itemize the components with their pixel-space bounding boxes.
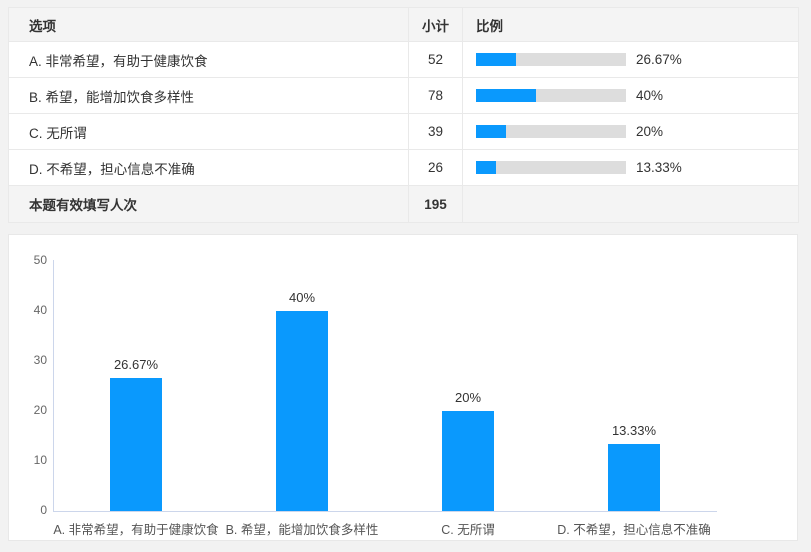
y-axis-tick-label: 40: [33, 303, 47, 317]
ratio-bar-fill: [476, 53, 516, 66]
options-stats-table: 选项 小计 比例 A. 非常希望，有助于健康饮食 52 26.67% B. 希望…: [8, 7, 799, 223]
y-axis-line: [53, 260, 54, 511]
chart-bar: [442, 411, 494, 511]
y-axis-tick-label: 30: [33, 353, 47, 367]
column-header-option: 选项: [8, 7, 409, 42]
option-label: A. 非常希望，有助于健康饮食: [8, 41, 409, 78]
y-axis-tick-label: 50: [33, 253, 47, 267]
column-header-count: 小计: [408, 7, 463, 42]
bar-value-label: 20%: [454, 390, 482, 405]
option-label: D. 不希望，担心信息不准确: [8, 149, 409, 186]
bar-chart-panel: 50 40 30 20 10 0 26.67% 40% 20% 13.33% A…: [8, 234, 798, 541]
ratio-bar-fill: [476, 89, 536, 102]
table-row: C. 无所谓 39 20%: [8, 113, 799, 150]
footer-empty-cell: [462, 185, 799, 223]
chart-bar: [276, 311, 328, 511]
y-axis-tick-label: 10: [33, 453, 47, 467]
option-count: 78: [408, 77, 463, 114]
chart-bar: [608, 444, 660, 511]
x-axis-category-label: C. 无所谓: [441, 523, 495, 537]
chart-bar: [110, 378, 162, 511]
valid-responses-count: 195: [408, 185, 463, 223]
bar-value-label: 40%: [288, 290, 316, 305]
ratio-percent: 26.67%: [636, 52, 682, 67]
table-header-row: 选项 小计 比例: [8, 7, 799, 42]
ratio-bar-fill: [476, 161, 496, 174]
column-header-ratio: 比例: [462, 7, 799, 42]
option-count: 52: [408, 41, 463, 78]
valid-responses-label: 本题有效填写人次: [8, 185, 409, 223]
x-axis-category-label: B. 希望，能增加饮食多样性: [225, 523, 379, 537]
x-axis-category-label: A. 非常希望，有助于健康饮食: [53, 523, 219, 537]
ratio-percent: 20%: [636, 124, 664, 139]
x-axis-line: [53, 511, 717, 512]
option-label: C. 无所谓: [8, 113, 409, 150]
ratio-bar-fill: [476, 125, 506, 138]
ratio-percent: 13.33%: [636, 160, 682, 175]
ratio-bar-track: [476, 161, 626, 174]
option-count: 26: [408, 149, 463, 186]
ratio-bar-track: [476, 125, 626, 138]
ratio-bar-track: [476, 89, 626, 102]
y-axis-tick-label: 0: [40, 503, 47, 517]
bar-value-label: 26.67%: [113, 357, 159, 372]
table-row: D. 不希望，担心信息不准确 26 13.33%: [8, 149, 799, 186]
ratio-percent: 40%: [636, 88, 664, 103]
option-count: 39: [408, 113, 463, 150]
table-row: A. 非常希望，有助于健康饮食 52 26.67%: [8, 41, 799, 78]
y-axis-tick-label: 20: [33, 403, 47, 417]
table-footer-row: 本题有效填写人次 195: [8, 185, 799, 223]
bar-value-label: 13.33%: [611, 423, 657, 438]
x-axis-category-label: D. 不希望，担心信息不准确: [557, 523, 711, 537]
option-label: B. 希望，能增加饮食多样性: [8, 77, 409, 114]
survey-question-stats: 选项 小计 比例 A. 非常希望，有助于健康饮食 52 26.67% B. 希望…: [8, 7, 799, 541]
table-row: B. 希望，能增加饮食多样性 78 40%: [8, 77, 799, 114]
ratio-bar-track: [476, 53, 626, 66]
